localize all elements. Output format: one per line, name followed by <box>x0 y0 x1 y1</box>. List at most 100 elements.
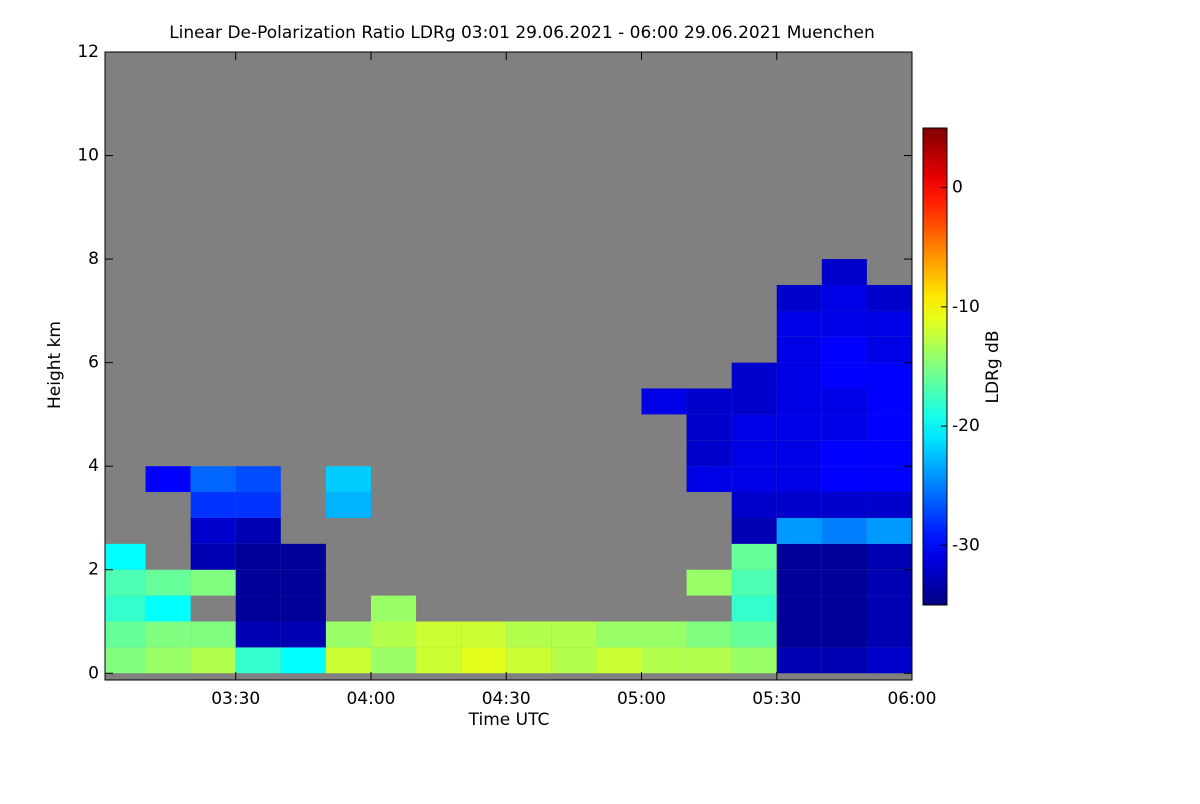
heatmap-cell <box>280 647 326 674</box>
heatmap-cell <box>190 517 236 544</box>
heatmap-cell <box>866 362 912 389</box>
colorbar-label: LDRg dB <box>983 330 1003 403</box>
heatmap-cell <box>866 492 912 518</box>
heatmap-cell <box>821 414 867 441</box>
heatmap-cell <box>866 336 912 363</box>
heatmap-cell <box>325 492 372 518</box>
y-tick-label: 4 <box>88 456 99 476</box>
heatmap-cell <box>821 440 867 467</box>
heatmap-cell <box>370 621 417 648</box>
x-tick-label: 04:30 <box>482 689 531 709</box>
colorbar <box>922 127 948 606</box>
heatmap-cell <box>866 388 912 415</box>
heatmap-cell <box>641 388 687 415</box>
heatmap-cell <box>731 440 777 467</box>
heatmap-cell <box>731 621 777 648</box>
heatmap-cell <box>641 647 687 674</box>
heatmap-cell <box>776 336 822 363</box>
heatmap-cell <box>731 517 777 544</box>
heatmap-cell <box>235 569 281 596</box>
heatmap-cell <box>821 336 867 363</box>
heatmap-cell <box>821 647 867 674</box>
heatmap-cell <box>145 621 191 648</box>
y-tick-label: 0 <box>88 663 99 683</box>
heatmap-cell <box>731 569 777 596</box>
heatmap-cell <box>105 543 146 570</box>
heatmap-cell <box>776 284 822 311</box>
colorbar-tick-label: -30 <box>952 535 980 555</box>
heatmap-cell <box>370 647 417 674</box>
heatmap-cell <box>190 647 236 674</box>
heatmap-cell <box>731 414 777 441</box>
heatmap-cell <box>866 284 912 311</box>
heatmap-cell <box>866 647 912 674</box>
y-tick-label: 8 <box>88 249 99 269</box>
heatmap-cell <box>190 621 236 648</box>
heatmap-cell <box>776 388 822 415</box>
y-axis-label: Height km <box>45 321 65 409</box>
heatmap-cell <box>731 647 777 674</box>
heatmap-cell <box>866 569 912 596</box>
heatmap-cell <box>686 647 732 674</box>
heatmap-cell <box>821 543 867 570</box>
x-tick-label: 04:00 <box>346 689 395 709</box>
heatmap-cell <box>776 543 822 570</box>
heatmap-cell <box>370 595 417 622</box>
heatmap-cell <box>866 414 912 441</box>
heatmap-cell <box>416 647 462 674</box>
heatmap-cell <box>105 569 146 596</box>
heatmap-cell <box>145 466 191 493</box>
heatmap-cell <box>190 543 236 570</box>
heatmap-cell <box>821 492 867 518</box>
heatmap-cell <box>821 595 867 622</box>
heatmap-cell <box>731 362 777 389</box>
heatmap-cell <box>821 284 867 311</box>
heatmap-cell <box>145 569 191 596</box>
heatmap-cell <box>731 595 777 622</box>
heatmap-cell <box>866 466 912 493</box>
heatmap-cell <box>731 388 777 415</box>
heatmap-cell <box>506 647 552 674</box>
x-tick-label: 06:00 <box>888 689 937 709</box>
heatmap-cell <box>821 569 867 596</box>
heatmap-cell <box>235 466 281 493</box>
heatmap-cell <box>731 492 777 518</box>
heatmap-cell <box>776 362 822 389</box>
heatmap-cell <box>235 621 281 648</box>
heatmap-cell <box>105 647 146 674</box>
heatmap-cell <box>325 466 372 493</box>
x-axis-label: Time UTC <box>468 710 550 730</box>
heatmap-cell <box>731 543 777 570</box>
heatmap-cell <box>686 388 732 415</box>
heatmap-cell <box>145 647 191 674</box>
heatmap-cell <box>325 647 372 674</box>
heatmap-cell <box>105 621 146 648</box>
heatmap-cell <box>686 414 732 441</box>
heatmap-cell <box>776 647 822 674</box>
heatmap-cell <box>821 310 867 337</box>
heatmap-cell <box>235 517 281 544</box>
colorbar-tick-label: -10 <box>952 297 980 317</box>
heatmap-cell <box>776 569 822 596</box>
y-tick-label: 10 <box>77 146 99 166</box>
heatmap-cell <box>686 440 732 467</box>
heatmap-cell <box>190 466 236 493</box>
heatmap-cell <box>190 569 236 596</box>
chart-title: Linear De-Polarization Ratio LDRg 03:01 … <box>169 23 875 43</box>
heatmap-cell <box>776 414 822 441</box>
heatmap-cell <box>731 466 777 493</box>
heatmap-cell <box>776 595 822 622</box>
heatmap-cell <box>461 647 507 674</box>
heatmap-cell <box>235 595 281 622</box>
heatmap-cell <box>461 621 507 648</box>
x-tick-label: 05:30 <box>752 689 801 709</box>
heatmap-cell <box>821 259 867 285</box>
heatmap-cell <box>190 492 236 518</box>
heatmap-cell <box>776 517 822 544</box>
heatmap-cell <box>866 310 912 337</box>
heatmap-cell <box>776 310 822 337</box>
heatmap-cell <box>776 492 822 518</box>
heatmap-cell <box>866 595 912 622</box>
heatmap-cell <box>821 466 867 493</box>
